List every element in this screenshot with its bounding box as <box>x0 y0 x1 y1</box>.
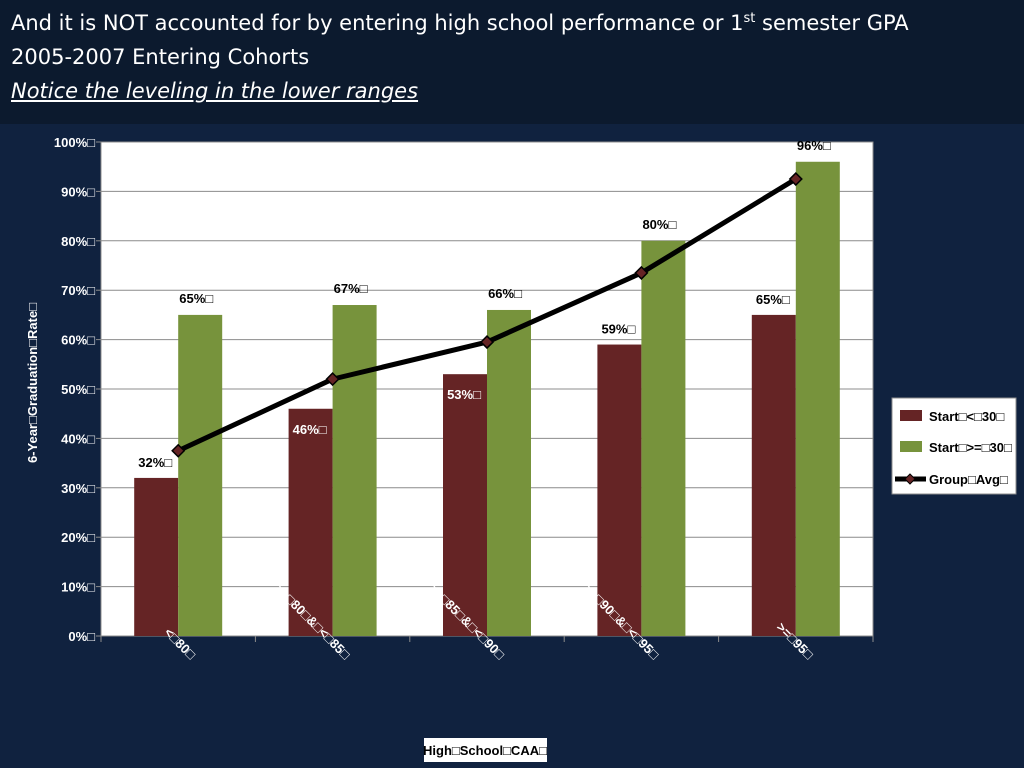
title-band <box>0 0 1024 124</box>
bar-start-ge-30 <box>332 305 377 636</box>
slide-subtitle-note: Notice the leveling in the lower ranges <box>11 79 419 103</box>
data-label-start-lt-30: 32%□ <box>138 455 172 470</box>
title-line-1-tail: semester GPA <box>755 11 909 35</box>
x-axis-label: High□School□CAA□ <box>423 743 547 758</box>
legend-label: Start□<□30□ <box>929 409 1004 424</box>
data-label-start-ge-30: 67%□ <box>334 281 368 296</box>
bar-start-lt-30 <box>443 374 487 636</box>
bar-start-lt-30 <box>751 314 796 636</box>
y-tick-label: 20%□ <box>61 530 95 545</box>
title-line-1-text: And it is NOT accounted for by entering … <box>11 11 744 35</box>
y-tick-label: 10%□ <box>61 580 95 595</box>
y-tick-label: 0%□ <box>68 629 95 644</box>
data-label-start-lt-30: 53%□ <box>447 387 481 402</box>
slide-title-line-2: 2005-2007 Entering Cohorts <box>11 45 310 69</box>
bar-start-ge-30 <box>641 240 686 637</box>
y-tick-label: 100%□ <box>54 135 95 150</box>
y-tick-label: 50%□ <box>61 382 95 397</box>
legend-label: Start□>=□30□ <box>929 440 1012 455</box>
y-tick-label: 90%□ <box>61 184 95 199</box>
bar-start-lt-30 <box>597 344 642 636</box>
marker-group-avg <box>479 335 495 350</box>
y-axis-label: 6-Year□Graduation□Rate□ <box>25 303 40 463</box>
y-tick-label: 40%□ <box>61 431 95 446</box>
bar-start-ge-30 <box>178 314 223 636</box>
marker-group-avg <box>788 171 803 187</box>
y-tick-label: 60%□ <box>61 333 95 348</box>
bar-start-ge-30 <box>795 161 840 636</box>
data-label-start-lt-30: 59%□ <box>601 322 635 337</box>
title-ordinal-suffix: st <box>743 11 756 26</box>
bar-start-ge-30 <box>487 309 531 636</box>
x-axis-label-box <box>424 738 547 762</box>
data-label-start-lt-30: 46%□ <box>293 422 327 437</box>
marker-group-avg <box>634 265 649 280</box>
marker-group-avg <box>171 443 186 458</box>
data-label-start-ge-30: 66%□ <box>488 286 522 301</box>
legend-label: Group□Avg□ <box>929 472 1008 487</box>
data-label-start-ge-30: 96%□ <box>797 138 831 153</box>
legend-swatch <box>900 441 922 452</box>
legend-swatch <box>900 410 922 421</box>
chart: 0%□ 10%□ 20%□ 30%□ 40%□ 50%□ 60%□ 70%□ 80%□ 90%□ 1… <box>25 135 1017 762</box>
data-label-start-ge-30: 80%□ <box>642 217 676 232</box>
marker-group-avg <box>325 372 340 387</box>
data-label-start-ge-30: 65%□ <box>179 291 213 306</box>
bar-start-lt-30 <box>288 408 333 636</box>
bar-start-lt-30 <box>134 477 179 636</box>
y-tick-label: 80%□ <box>61 234 95 249</box>
data-label-start-lt-30: 65%□ <box>756 292 790 307</box>
legend-marker <box>904 473 916 485</box>
y-tick-label: 30%□ <box>61 481 95 496</box>
y-tick-label: 70%□ <box>61 283 95 298</box>
slide-title-line-1: And it is NOT accounted for by entering … <box>11 11 909 35</box>
